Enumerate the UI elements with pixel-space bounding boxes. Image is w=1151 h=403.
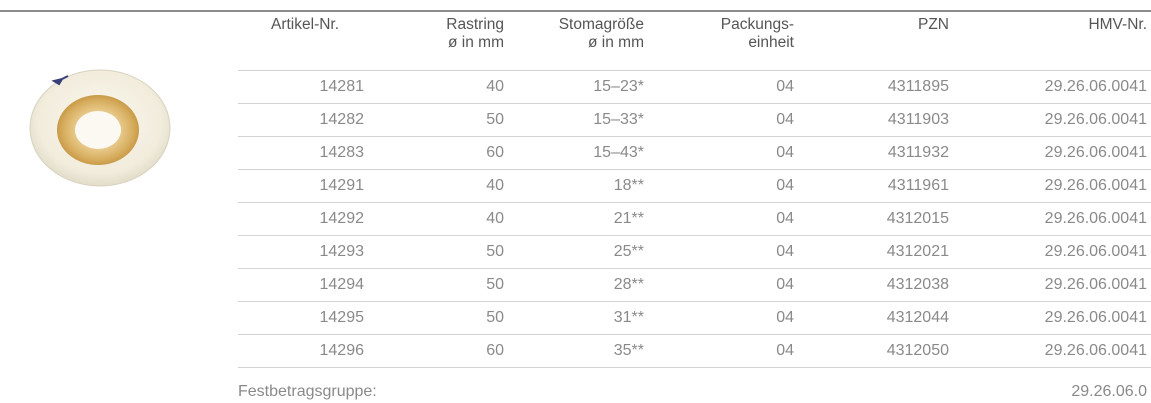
cell-hmv: 29.26.06.0041 bbox=[953, 169, 1151, 203]
table-row: 14291 40 18** 04 4311961 29.26.06.0041 bbox=[238, 169, 1151, 203]
cell-artikel: 14283 bbox=[238, 136, 368, 170]
header-packungseinheit: Packungs-einheit bbox=[720, 16, 794, 51]
cell-pack: 04 bbox=[648, 70, 798, 104]
cell-hmv: 29.26.06.0041 bbox=[953, 136, 1151, 170]
festbetragsgruppe-row: Festbetragsgruppe: 29.26.06.0 bbox=[238, 383, 1147, 401]
cell-pzn: 4312050 bbox=[798, 334, 953, 368]
header-pzn: PZN bbox=[918, 16, 949, 33]
cell-artikel: 14292 bbox=[238, 202, 368, 236]
cell-rastring: 40 bbox=[368, 202, 508, 236]
cell-pzn: 4312021 bbox=[798, 235, 953, 269]
header-artikel-nr: Artikel-Nr. bbox=[271, 16, 340, 33]
table-row: 14283 60 15–43* 04 4311932 29.26.06.0041 bbox=[238, 136, 1151, 170]
cell-artikel: 14291 bbox=[238, 169, 368, 203]
cell-rastring: 50 bbox=[368, 103, 508, 137]
cell-pzn: 4311932 bbox=[798, 136, 953, 170]
cell-hmv: 29.26.06.0041 bbox=[953, 268, 1151, 302]
cell-rastring: 50 bbox=[368, 235, 508, 269]
cell-rastring: 60 bbox=[368, 334, 508, 368]
cell-hmv: 29.26.06.0041 bbox=[953, 334, 1151, 368]
cell-artikel: 14293 bbox=[238, 235, 368, 269]
cell-rastring: 40 bbox=[368, 169, 508, 203]
cell-hmv: 29.26.06.0041 bbox=[953, 202, 1151, 236]
cell-stoma: 31** bbox=[508, 301, 648, 335]
cell-pzn: 4312044 bbox=[798, 301, 953, 335]
cell-artikel: 14295 bbox=[238, 301, 368, 335]
cell-artikel: 14281 bbox=[238, 70, 368, 104]
cell-pack: 04 bbox=[648, 301, 798, 335]
cell-artikel: 14282 bbox=[238, 103, 368, 137]
cell-pzn: 4311961 bbox=[798, 169, 953, 203]
cell-pack: 04 bbox=[648, 136, 798, 170]
table-row: 14293 50 25** 04 4312021 29.26.06.0041 bbox=[238, 235, 1151, 269]
table-row: 14294 50 28** 04 4312038 29.26.06.0041 bbox=[238, 268, 1151, 302]
table-row: 14295 50 31** 04 4312044 29.26.06.0041 bbox=[238, 301, 1151, 335]
cell-hmv: 29.26.06.0041 bbox=[953, 103, 1151, 137]
festbetragsgruppe-label: Festbetragsgruppe: bbox=[238, 383, 377, 400]
cell-stoma: 25** bbox=[508, 235, 648, 269]
header-stomagroesse: Stomagröße ø in mm bbox=[558, 16, 644, 51]
cell-pack: 04 bbox=[648, 334, 798, 368]
cell-pack: 04 bbox=[648, 268, 798, 302]
table-row: 14282 50 15–33* 04 4311903 29.26.06.0041 bbox=[238, 103, 1151, 137]
cell-pack: 04 bbox=[648, 103, 798, 137]
cell-hmv: 29.26.06.0041 bbox=[953, 235, 1151, 269]
article-table: Artikel-Nr. Rastring ø in mm Stomagröße ø … bbox=[238, 16, 1151, 368]
cell-pack: 04 bbox=[648, 169, 798, 203]
cell-stoma: 21** bbox=[508, 202, 648, 236]
cell-rastring: 50 bbox=[368, 268, 508, 302]
table-header-row: Artikel-Nr. Rastring ø in mm Stomagröße ø … bbox=[238, 16, 1151, 71]
cell-artikel: 14294 bbox=[238, 268, 368, 302]
top-rule bbox=[0, 10, 1151, 12]
cell-stoma: 15–33* bbox=[508, 103, 648, 137]
table-row: 14292 40 21** 04 4312015 29.26.06.0041 bbox=[238, 202, 1151, 236]
table-row: 14281 40 15–23* 04 4311895 29.26.06.0041 bbox=[238, 70, 1151, 104]
table-row: 14296 60 35** 04 4312050 29.26.06.0041 bbox=[238, 334, 1151, 368]
festbetragsgruppe-value: 29.26.06.0 bbox=[1071, 383, 1147, 400]
cell-hmv: 29.26.06.0041 bbox=[953, 70, 1151, 104]
cell-rastring: 60 bbox=[368, 136, 508, 170]
cell-rastring: 40 bbox=[368, 70, 508, 104]
cell-stoma: 28** bbox=[508, 268, 648, 302]
product-image bbox=[29, 69, 171, 187]
cell-pzn: 4312015 bbox=[798, 202, 953, 236]
cell-pzn: 4311903 bbox=[798, 103, 953, 137]
cell-stoma: 15–43* bbox=[508, 136, 648, 170]
cell-pack: 04 bbox=[648, 235, 798, 269]
cell-stoma: 15–23* bbox=[508, 70, 648, 104]
cell-rastring: 50 bbox=[368, 301, 508, 335]
cell-hmv: 29.26.06.0041 bbox=[953, 301, 1151, 335]
cell-stoma: 18** bbox=[508, 169, 648, 203]
cell-pack: 04 bbox=[648, 202, 798, 236]
header-hmv-nr: HMV-Nr. bbox=[1088, 16, 1147, 33]
header-rastring: Rastring ø in mm bbox=[446, 16, 504, 51]
cell-artikel: 14296 bbox=[238, 334, 368, 368]
cell-pzn: 4312038 bbox=[798, 268, 953, 302]
cell-pzn: 4311895 bbox=[798, 70, 953, 104]
cell-stoma: 35** bbox=[508, 334, 648, 368]
